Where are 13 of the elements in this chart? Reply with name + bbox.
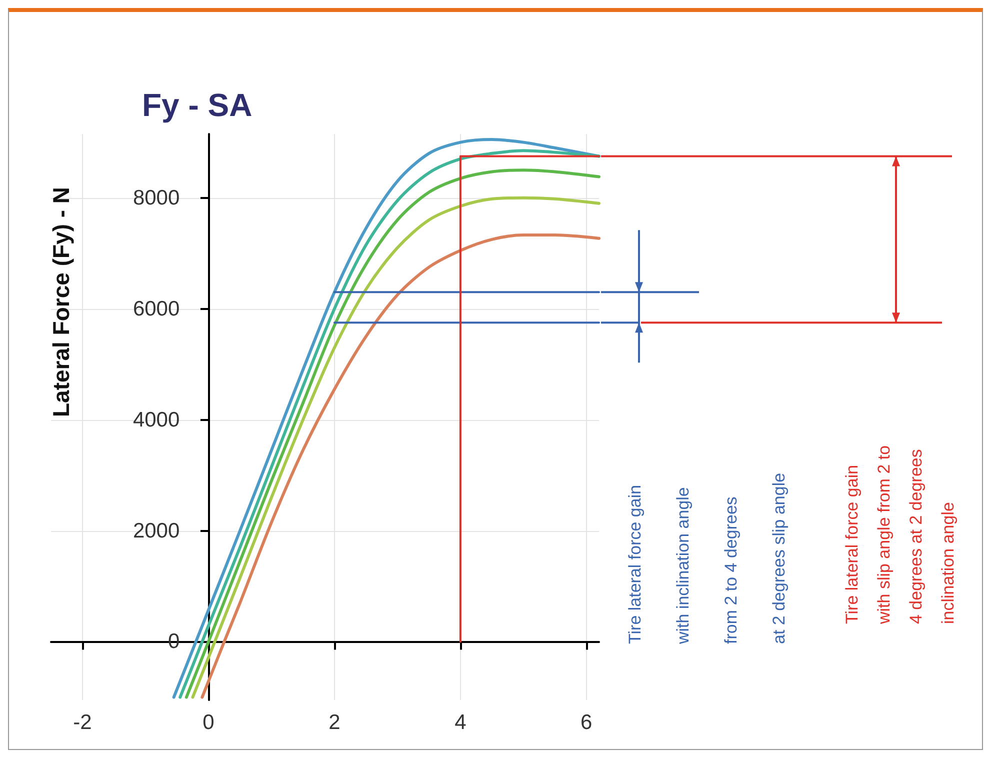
text: Tire lateral force gain with inclination angle from 2 to 4 degrees at 2 degrees slip angle [626,472,788,644]
x-tick-label: 4 [454,711,467,734]
x-tick-label: 0 [202,711,214,734]
x-tick-label: 6 [580,711,592,734]
y-tick-label: 4000 [132,408,180,432]
y-axis-title: Lateral Force (Fy) - N [48,186,74,418]
y-tick-label: 8000 [132,186,180,210]
x-tick-label: -2 [73,711,92,734]
chart-title: Fy - SA [142,87,252,123]
text: Tire lateral force gain with slip angle from 2 to 4 degrees at 2 degrees inclination angle [842,445,958,625]
y-tick-label: 2000 [132,519,180,542]
y-tick-label: 6000 [132,297,180,320]
x-tick-label: 2 [328,711,340,734]
